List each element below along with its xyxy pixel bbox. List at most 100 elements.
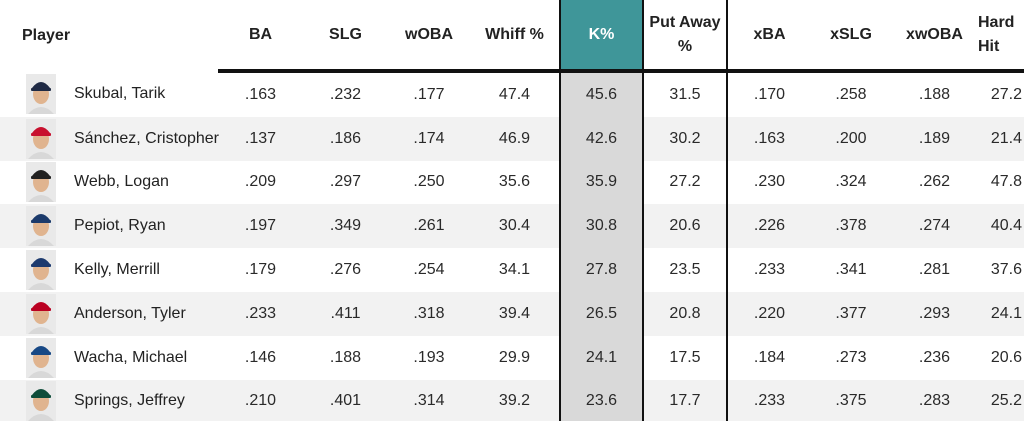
hard-hit-cell: 40.4 bbox=[978, 204, 1024, 249]
xba-cell: .230 bbox=[727, 160, 811, 205]
column-header-player[interactable]: Player bbox=[22, 26, 71, 44]
table-row[interactable]: Skubal, Tarik .163.232.177 47.4 45.6 31.5.17… bbox=[0, 71, 1024, 117]
ba-cell: .146 bbox=[218, 335, 303, 380]
whiff-cell: 29.9 bbox=[470, 335, 560, 380]
put-away-cell: 23.5 bbox=[643, 248, 728, 292]
player-cell[interactable]: Sánchez, Cristopher bbox=[0, 116, 219, 161]
woba-cell: .193 bbox=[388, 335, 470, 380]
player-name[interactable]: Pepiot, Ryan bbox=[74, 217, 166, 235]
player-info: Springs, Jeffrey bbox=[22, 381, 218, 421]
player-cell[interactable]: Webb, Logan bbox=[0, 160, 218, 205]
slg-cell: .401 bbox=[303, 379, 388, 421]
player-name[interactable]: Skubal, Tarik bbox=[74, 84, 166, 102]
player-info: Kelly, Merrill bbox=[22, 250, 218, 291]
player-name[interactable]: Webb, Logan bbox=[74, 173, 169, 191]
player-name[interactable]: Sánchez, Cristopher bbox=[74, 129, 219, 147]
player-cell[interactable]: Anderson, Tyler bbox=[0, 291, 218, 336]
player-info: Anderson, Tyler bbox=[22, 293, 218, 334]
xba-cell: .163 bbox=[727, 116, 811, 161]
hard-hit-cell: 20.6 bbox=[978, 335, 1024, 380]
xwoba-cell: .274 bbox=[891, 204, 978, 249]
k-percent-cell: 42.6 bbox=[559, 116, 644, 161]
hard-hit-cell: 27.2 bbox=[978, 71, 1024, 117]
whiff-cell: 46.9 bbox=[470, 116, 560, 161]
player-headshot-icon bbox=[26, 337, 56, 378]
player-headshot-icon bbox=[26, 381, 56, 421]
column-header-hard-hit[interactable]: Hard Hit bbox=[978, 0, 1024, 73]
player-name[interactable]: Anderson, Tyler bbox=[74, 304, 186, 322]
player-name[interactable]: Wacha, Michael bbox=[74, 348, 188, 366]
player-info: Webb, Logan bbox=[22, 162, 218, 203]
column-header-ba[interactable]: BA bbox=[218, 0, 303, 73]
ba-cell: .179 bbox=[218, 248, 303, 292]
put-away-label-line1: Put Away bbox=[649, 13, 721, 31]
table-row[interactable]: Webb, Logan .209.297.250 35.6 35.9 27.2.230.… bbox=[0, 160, 1024, 205]
k-percent-cell: 45.6 bbox=[559, 71, 644, 117]
put-away-cell: 20.8 bbox=[643, 291, 728, 336]
k-percent-cell: 30.8 bbox=[559, 204, 644, 249]
table-row[interactable]: Wacha, Michael .146.188.193 29.9 24.1 17.5.1… bbox=[0, 335, 1024, 380]
player-cell[interactable]: Kelly, Merrill bbox=[0, 248, 218, 292]
woba-cell: .250 bbox=[388, 160, 470, 205]
woba-cell: .174 bbox=[388, 116, 470, 161]
table-row[interactable]: Anderson, Tyler .233.411.318 39.4 26.5 20.8.… bbox=[0, 291, 1024, 336]
xwoba-cell: .262 bbox=[891, 160, 978, 205]
player-headshot-icon bbox=[26, 73, 56, 114]
player-cell[interactable]: Skubal, Tarik bbox=[0, 71, 218, 117]
player-cell[interactable]: Wacha, Michael bbox=[0, 335, 218, 380]
column-header-slg[interactable]: SLG bbox=[303, 0, 388, 73]
woba-cell: .314 bbox=[388, 379, 470, 421]
table-row[interactable]: Sánchez, Cristopher .137.186.174 46.9 42.6 3… bbox=[0, 116, 1024, 161]
player-info: Sánchez, Cristopher bbox=[22, 118, 219, 159]
put-away-cell: 17.7 bbox=[643, 379, 728, 421]
xslg-cell: .378 bbox=[811, 204, 891, 249]
xba-cell: .233 bbox=[727, 248, 811, 292]
player-headshot-icon bbox=[26, 206, 56, 247]
xba-cell: .170 bbox=[727, 71, 811, 117]
table-row[interactable]: Springs, Jeffrey .210.401.314 39.2 23.6 17.7… bbox=[0, 379, 1024, 421]
xba-cell: .220 bbox=[727, 291, 811, 336]
column-header-xwoba[interactable]: xwOBA bbox=[891, 0, 978, 73]
hard-hit-cell: 25.2 bbox=[978, 379, 1024, 421]
player-name[interactable]: Springs, Jeffrey bbox=[74, 392, 185, 410]
put-away-cell: 31.5 bbox=[643, 71, 728, 117]
slg-cell: .186 bbox=[303, 116, 388, 161]
xslg-cell: .341 bbox=[811, 248, 891, 292]
ba-cell: .137 bbox=[218, 116, 303, 161]
hard-hit-cell: 21.4 bbox=[978, 116, 1024, 161]
player-info: Skubal, Tarik bbox=[22, 73, 218, 114]
column-header-whiff[interactable]: Whiff % bbox=[470, 0, 560, 73]
slg-cell: .276 bbox=[303, 248, 388, 292]
column-header-put-away[interactable]: Put Away % bbox=[643, 0, 728, 73]
player-name[interactable]: Kelly, Merrill bbox=[74, 261, 160, 279]
put-away-cell: 27.2 bbox=[643, 160, 728, 205]
hard-hit-cell: 47.8 bbox=[978, 160, 1024, 205]
slg-cell: .188 bbox=[303, 335, 388, 380]
k-percent-cell: 23.6 bbox=[559, 379, 644, 421]
column-header-woba[interactable]: wOBA bbox=[388, 0, 470, 73]
xslg-cell: .273 bbox=[811, 335, 891, 380]
xslg-cell: .324 bbox=[811, 160, 891, 205]
column-header-xba[interactable]: xBA bbox=[727, 0, 811, 73]
column-header-xslg[interactable]: xSLG bbox=[811, 0, 891, 73]
whiff-cell: 47.4 bbox=[470, 71, 560, 117]
player-info: Wacha, Michael bbox=[22, 337, 218, 378]
header-row: Player BA SLG wOBA Whiff % K% Put Away %… bbox=[0, 0, 1024, 73]
xwoba-cell: .236 bbox=[891, 335, 978, 380]
xslg-cell: .377 bbox=[811, 291, 891, 336]
put-away-label-line2: % bbox=[677, 37, 693, 55]
woba-cell: .261 bbox=[388, 204, 470, 249]
table-row[interactable]: Pepiot, Ryan .197.349.261 30.4 30.8 20.6.226… bbox=[0, 204, 1024, 249]
whiff-cell: 39.2 bbox=[470, 379, 560, 421]
table-row[interactable]: Kelly, Merrill .179.276.254 34.1 27.8 23.5.2… bbox=[0, 248, 1024, 292]
whiff-cell: 34.1 bbox=[470, 248, 560, 292]
woba-cell: .318 bbox=[388, 291, 470, 336]
xwoba-cell: .283 bbox=[891, 379, 978, 421]
player-headshot-icon bbox=[26, 162, 56, 203]
column-header-k-percent[interactable]: K% bbox=[559, 0, 644, 73]
player-cell[interactable]: Springs, Jeffrey bbox=[0, 379, 218, 421]
xslg-cell: .375 bbox=[811, 379, 891, 421]
player-cell[interactable]: Pepiot, Ryan bbox=[0, 204, 218, 249]
